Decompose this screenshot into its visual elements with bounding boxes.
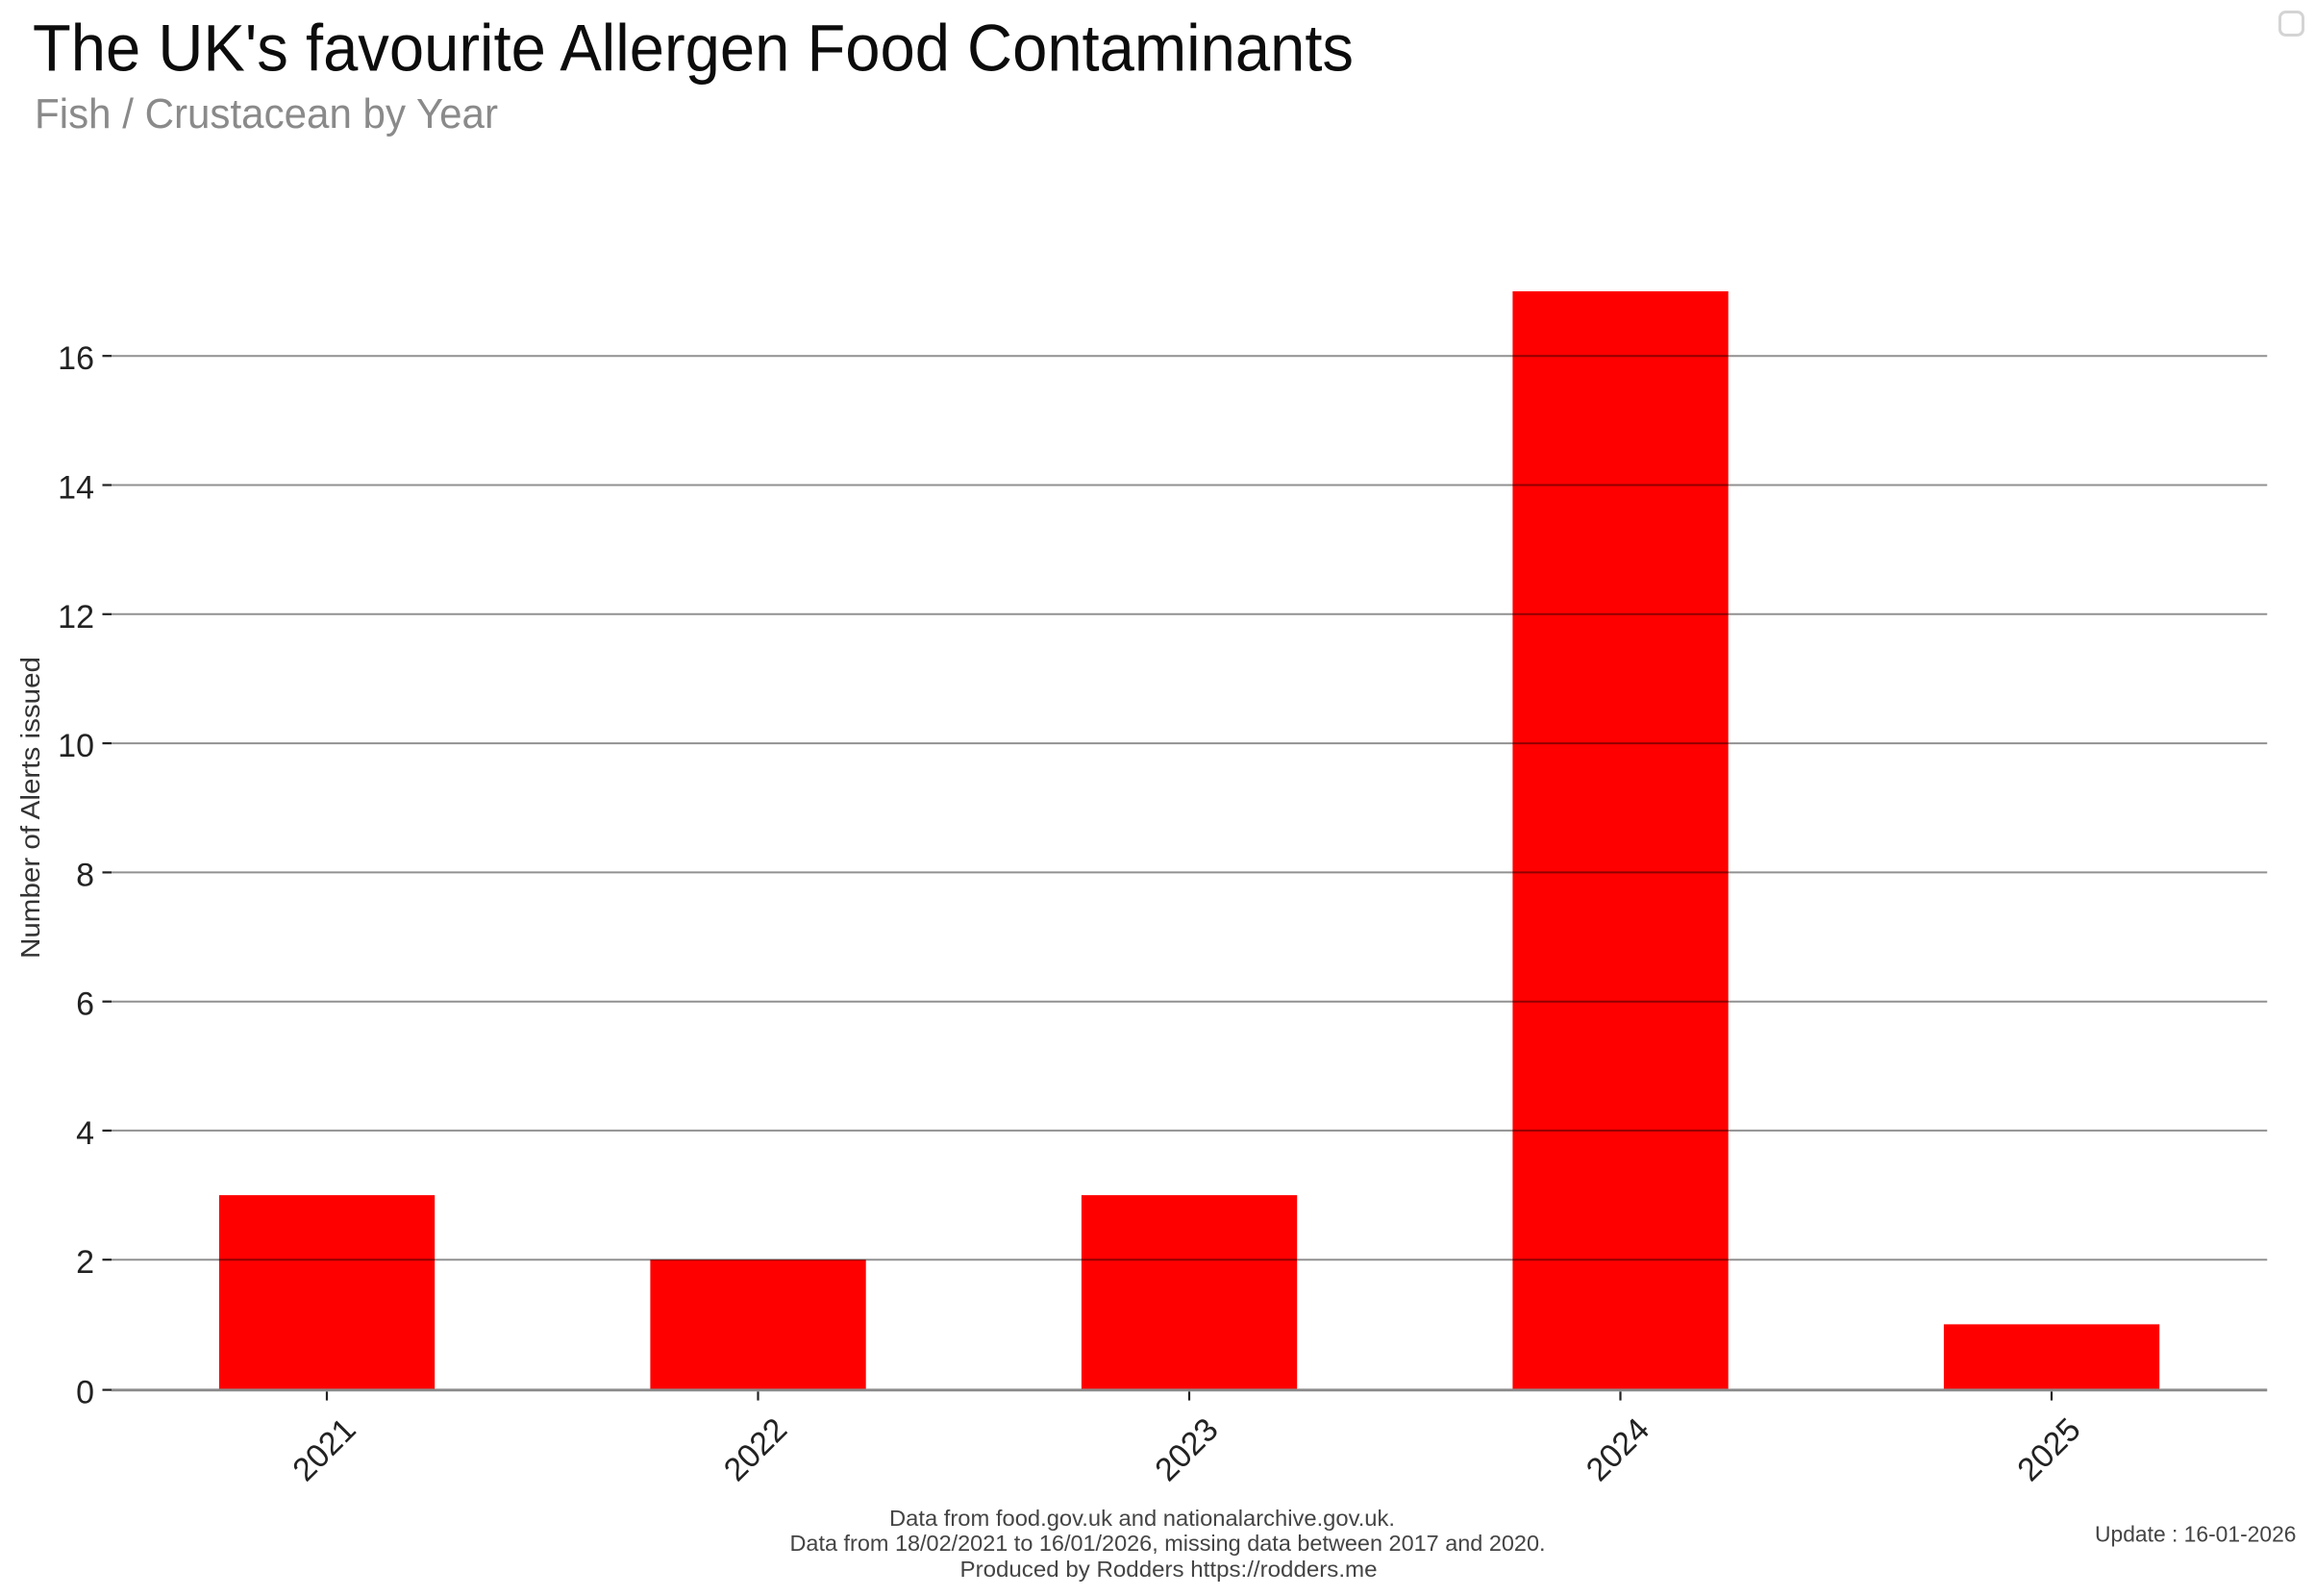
- svg-text:4: 4: [76, 1115, 94, 1152]
- svg-text:Number of Alerts issued: Number of Alerts issued: [15, 657, 45, 959]
- svg-text:The UK's favourite Allergen Fo: The UK's favourite Allergen Food Contami…: [33, 12, 1354, 86]
- svg-text:Fish / Crustacean by Year: Fish / Crustacean by Year: [35, 90, 498, 137]
- svg-text:6: 6: [76, 986, 94, 1023]
- svg-text:10: 10: [58, 728, 94, 764]
- svg-text:Produced by Rodders https://ro: Produced by Rodders https://rodders.me: [960, 1557, 1378, 1582]
- svg-text:12: 12: [58, 599, 94, 636]
- svg-text:8: 8: [76, 857, 94, 893]
- svg-text:14: 14: [58, 470, 94, 507]
- svg-text:Data from food.gov.uk and nati: Data from food.gov.uk and nationalarchiv…: [889, 1506, 1395, 1531]
- svg-text:Update : 16-01-2026: Update : 16-01-2026: [2095, 1522, 2297, 1547]
- svg-text:16: 16: [58, 340, 94, 377]
- svg-text:0: 0: [76, 1375, 94, 1411]
- svg-text:2: 2: [76, 1244, 94, 1281]
- svg-text:Data from 18/02/2021 to 16/01/: Data from 18/02/2021 to 16/01/2026, miss…: [790, 1531, 1546, 1556]
